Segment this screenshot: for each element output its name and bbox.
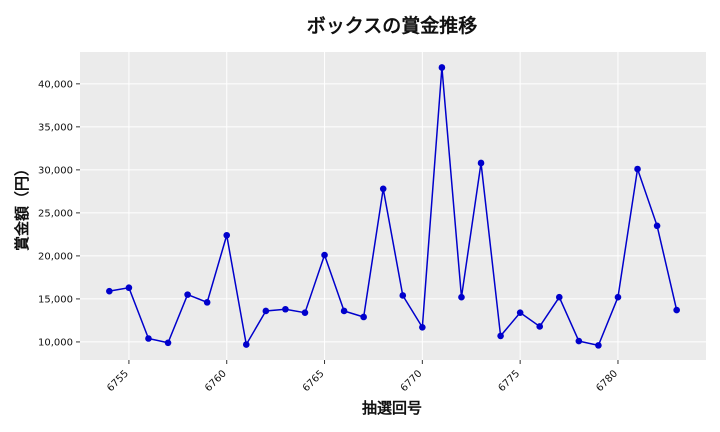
data-point xyxy=(164,339,172,347)
series-line xyxy=(109,67,678,347)
grid xyxy=(80,52,706,360)
x-tick-label: 6765 xyxy=(301,368,327,394)
data-point xyxy=(106,287,113,295)
data-point xyxy=(145,335,152,342)
data-point xyxy=(575,337,583,345)
data-point xyxy=(399,292,407,299)
data-point xyxy=(516,309,524,316)
data-point xyxy=(555,293,563,301)
y-tick-label: 20,000 xyxy=(38,251,73,262)
plot-area xyxy=(80,52,706,360)
data-point xyxy=(340,307,348,315)
data-point xyxy=(673,306,680,314)
data-point xyxy=(419,324,426,331)
data-point xyxy=(223,231,231,239)
y-tick-label: 25,000 xyxy=(38,208,73,219)
data-point xyxy=(282,305,289,313)
data-point xyxy=(653,222,661,230)
x-tick-label: 6780 xyxy=(594,368,620,394)
y-axis: 10,000 15,000 20,000 25,000 30,000 35,000 40,0… xyxy=(38,79,80,348)
data-point xyxy=(458,293,465,301)
x-axis: 6755 6760 6765 6770 6775 6780 xyxy=(105,360,620,394)
data-point xyxy=(360,313,367,321)
data-point xyxy=(536,323,544,330)
data-point xyxy=(634,165,641,173)
data-point xyxy=(595,342,602,349)
y-tick-label: 30,000 xyxy=(38,165,73,176)
data-points xyxy=(106,64,680,349)
data-point xyxy=(125,284,133,292)
data-point xyxy=(242,341,250,348)
y-tick-label: 15,000 xyxy=(38,294,73,305)
data-point xyxy=(321,251,328,259)
x-axis-label: 抽選回号 xyxy=(362,399,422,417)
x-tick-label: 6775 xyxy=(497,368,523,394)
data-point xyxy=(379,185,387,193)
data-point xyxy=(184,291,191,298)
data-point xyxy=(497,332,504,340)
y-axis-label: 賞金額（円） xyxy=(13,161,31,251)
data-point xyxy=(477,159,485,167)
data-point xyxy=(301,309,309,316)
data-point xyxy=(203,299,211,306)
chart-title: ボックスの賞金推移 xyxy=(307,14,477,37)
x-tick-label: 6760 xyxy=(203,368,229,394)
data-point xyxy=(438,64,446,71)
data-point xyxy=(614,293,622,301)
x-tick-label: 6770 xyxy=(399,368,425,394)
y-tick-label: 10,000 xyxy=(38,337,73,348)
y-tick-label: 40,000 xyxy=(38,79,73,90)
x-tick-label: 6755 xyxy=(105,368,131,394)
y-tick-label: 35,000 xyxy=(38,122,73,133)
data-point xyxy=(262,307,270,315)
